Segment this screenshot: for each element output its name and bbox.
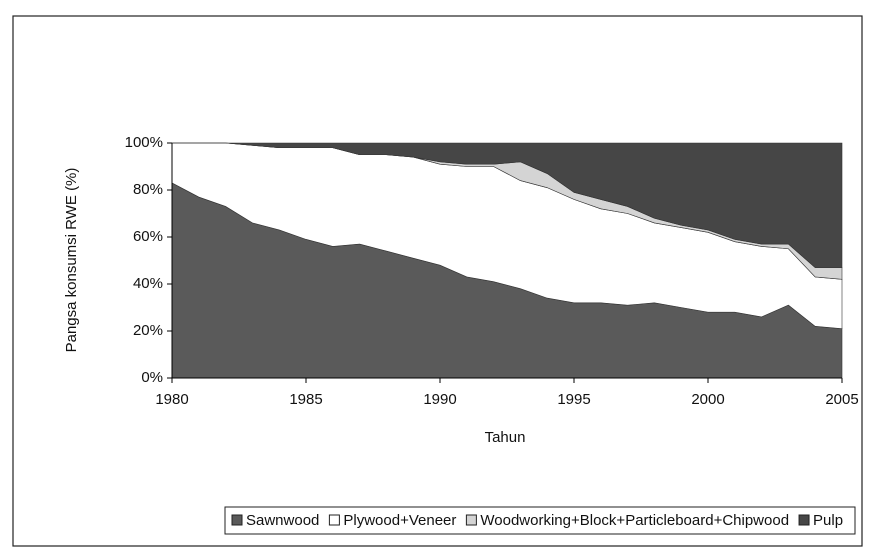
area (172, 142, 843, 268)
x-tick-label: 2005 (825, 391, 858, 408)
y-tick-label: 100% (125, 134, 163, 151)
x-tick-label: 1980 (155, 391, 188, 408)
legend-label: Pulp (813, 512, 843, 529)
y-tick-label: 60% (133, 228, 163, 245)
x-tick-label: 1985 (289, 391, 322, 408)
legend-swatch (328, 514, 340, 526)
legend-label: Sawnwood (246, 512, 319, 529)
legend-label: Woodworking+Block+Particleboard+Chipwood (480, 512, 789, 529)
y-tick-label: 80% (133, 181, 163, 198)
legend-swatch (231, 514, 243, 526)
legend-swatch (798, 514, 810, 526)
x-tick-label: 1990 (423, 391, 456, 408)
y-tick-label: 0% (141, 369, 163, 386)
legend-label: Plywood+Veneer (343, 512, 456, 529)
x-tick-label: 2000 (691, 391, 724, 408)
legend-swatch (465, 514, 477, 526)
x-tick-label: 1995 (557, 391, 590, 408)
y-tick-label: 40% (133, 275, 163, 292)
y-tick-label: 20% (133, 322, 163, 339)
x-axis-label: Tahun (485, 429, 526, 446)
y-axis-label: Pangsa konsumsi RWE (%) (63, 168, 80, 353)
